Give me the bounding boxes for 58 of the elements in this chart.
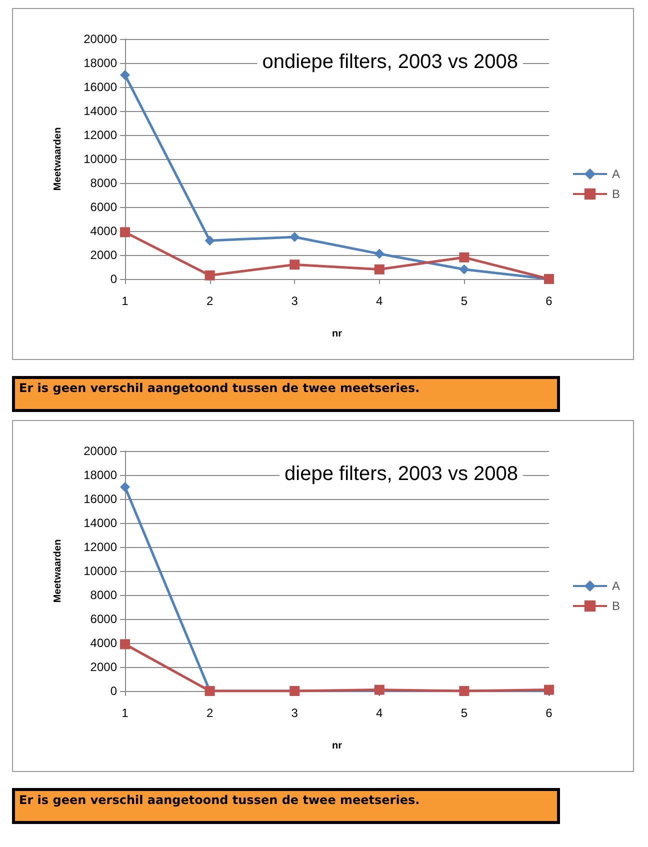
- text: Er is geen verschil aangetoond tussen de twee meetseries.: [12, 376, 560, 412]
- x-tick-label: 3: [291, 294, 298, 308]
- text: ondiepe filters, 2003 vs 2008: [262, 51, 518, 73]
- legend-label: A: [612, 167, 620, 181]
- point: [459, 264, 470, 274]
- y-tick-label: 20000: [84, 32, 118, 46]
- y-tick-label: 10000: [84, 564, 118, 578]
- x-tick-label: 5: [460, 294, 468, 308]
- y-tick-label: 10000: [84, 152, 118, 166]
- point: [120, 227, 130, 238]
- point: [120, 70, 130, 80]
- y-tick-label: 0: [110, 272, 118, 286]
- x-tick-label: 4: [376, 294, 384, 308]
- x-tick-label: 5: [460, 706, 468, 720]
- point: [290, 232, 300, 242]
- text: Er is geen verschil aangetoond tussen de twee meetseries.: [12, 788, 560, 824]
- point: [204, 236, 215, 246]
- point: [120, 482, 130, 492]
- y-tick-label: 2000: [90, 248, 118, 262]
- y-tick-label: 18000: [84, 56, 118, 70]
- point: [459, 252, 470, 262]
- point: [290, 260, 300, 270]
- point: [374, 264, 384, 274]
- x-tick-label: 6: [546, 294, 553, 308]
- point: [374, 248, 384, 259]
- y-axis-title: Meetwaarden: [52, 539, 64, 603]
- text: diepe filters, 2003 vs 2008: [284, 463, 518, 485]
- y-axis-title: Meetwaarden: [52, 127, 64, 191]
- y-tick-label: 12000: [84, 128, 118, 142]
- y-tick-label: 4000: [90, 224, 118, 238]
- y-tick-label: 6000: [90, 200, 118, 214]
- y-tick-label: 4000: [90, 636, 118, 650]
- y-tick-label: 18000: [84, 468, 118, 482]
- x-tick-label: 6: [546, 706, 553, 720]
- y-tick-label: 0: [110, 684, 118, 698]
- legend-label: B: [612, 599, 620, 613]
- x-tick-label: 2: [206, 294, 214, 308]
- legend-label: B: [612, 187, 620, 201]
- x-tick-label: 4: [376, 706, 384, 720]
- y-tick-label: 2000: [90, 660, 118, 674]
- y-tick-label: 20000: [84, 444, 118, 458]
- y-tick-label: 16000: [84, 80, 118, 94]
- x-tick-label: 3: [291, 706, 298, 720]
- x-tick-label: 1: [122, 706, 129, 720]
- legend-label: A: [612, 579, 620, 593]
- point: [120, 639, 130, 650]
- x-tick-label: 2: [206, 706, 214, 720]
- y-tick-label: 6000: [90, 612, 118, 626]
- x-axis-title: nr: [332, 328, 342, 340]
- y-tick-label: 8000: [90, 588, 118, 602]
- y-tick-label: 14000: [84, 516, 118, 530]
- point: [204, 270, 215, 280]
- y-tick-label: 8000: [90, 176, 118, 190]
- x-tick-label: 1: [122, 294, 129, 308]
- x-axis-title: nr: [332, 740, 342, 752]
- y-tick-label: 14000: [84, 104, 118, 118]
- y-tick-label: 12000: [84, 540, 118, 554]
- y-tick-label: 16000: [84, 492, 118, 506]
